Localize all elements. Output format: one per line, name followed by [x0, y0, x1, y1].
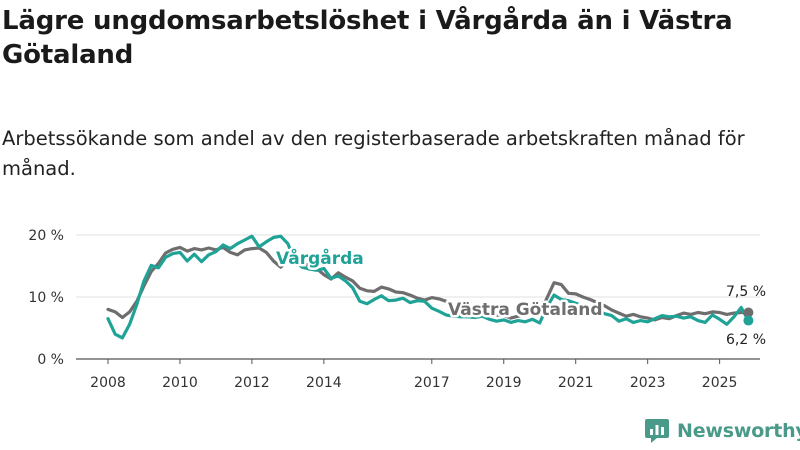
x-tick-label: 2010 [162, 375, 198, 391]
vastra-gotaland-line [106, 245, 751, 322]
x-tick-label: 2008 [90, 375, 126, 391]
vastra-gotaland-last-value-label: 7,5 % [726, 284, 766, 300]
x-axis: 2008 2010 2012 2014 2017 2019 2021 2023 2025 [90, 359, 737, 391]
vastra-gotaland-series-label: Västra Götaland [448, 300, 603, 320]
x-tick-label: 2025 [702, 375, 738, 391]
vargarda-series-label: Vårgårda [276, 247, 364, 269]
y-tick-label: 10 % [28, 290, 64, 306]
vargarda-line [106, 234, 751, 340]
y-tick-label: 0 % [37, 352, 64, 368]
chart-title: Lägre ungdomsarbetslöshet i Vårgårda än … [2, 6, 733, 70]
x-tick-label: 2014 [306, 375, 342, 391]
newsworthy-logo-text: Newsworthy [677, 420, 800, 442]
vargarda-end-dot [743, 315, 754, 326]
x-tick-label: 2019 [486, 375, 522, 391]
vargarda-last-value-label: 6,2 % [726, 332, 766, 348]
series-lines [106, 234, 751, 340]
x-tick-label: 2012 [234, 375, 270, 391]
chart-subtitle: Arbetssökande som andel av den registerb… [2, 127, 745, 180]
newsworthy-logo-icon [645, 419, 669, 443]
series-labels: 7,5 % 6,2 % Vårgårda Västra Götaland [274, 245, 767, 349]
y-tick-label: 20 % [28, 228, 64, 244]
x-tick-label: 2017 [414, 375, 450, 391]
newsworthy-logo: Newsworthy [644, 418, 800, 444]
x-tick-label: 2021 [558, 375, 594, 391]
x-tick-label: 2023 [630, 375, 666, 391]
vastra-gotaland-end-dot [743, 307, 754, 318]
